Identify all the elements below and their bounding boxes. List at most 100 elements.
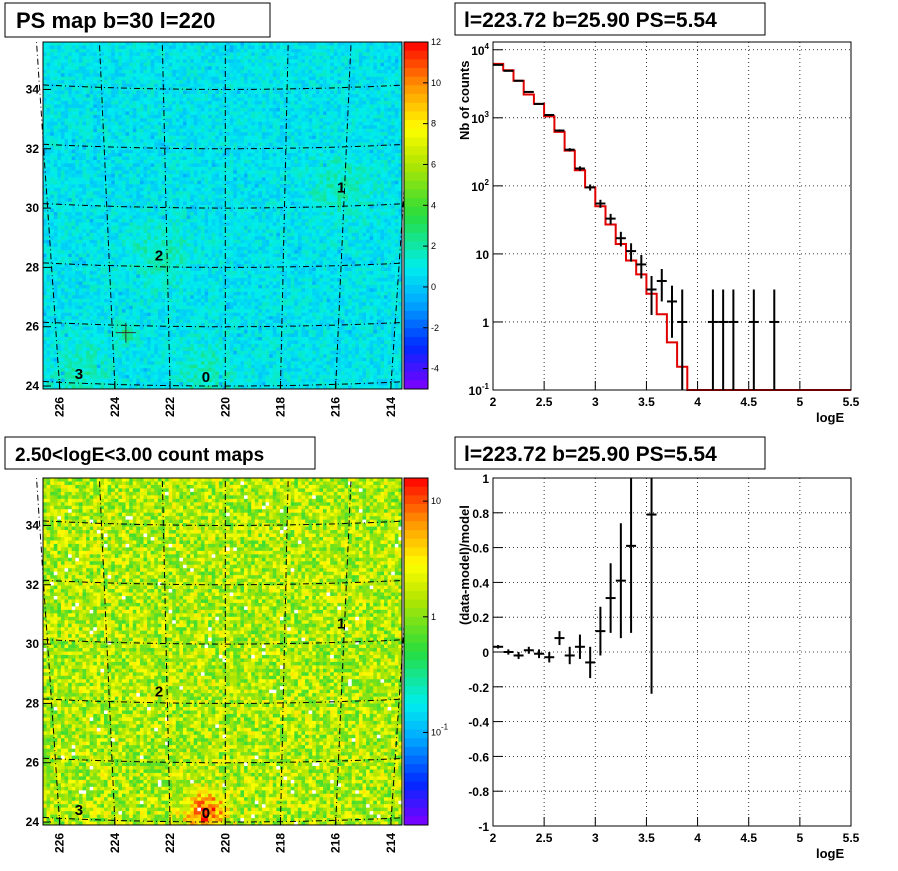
ps-map-cell <box>118 260 123 265</box>
ps-map-cell <box>71 274 76 279</box>
ps-map-cell <box>68 350 73 355</box>
ps-map-cell <box>53 187 58 192</box>
ps-map-cell <box>211 208 216 213</box>
ps-map-cell <box>89 80 94 84</box>
ps-map-cell <box>75 326 80 331</box>
ps-map-cell <box>121 222 126 227</box>
ps-map-cell <box>104 135 108 140</box>
ps-map-cell <box>50 194 55 199</box>
ps-map-cell <box>121 277 126 282</box>
ps-map-cell <box>71 222 76 227</box>
ps-map-cell <box>200 277 205 282</box>
ps-map-cell <box>208 229 213 234</box>
ps-map-cell <box>107 281 112 286</box>
ps-map-cell <box>125 107 130 112</box>
ps-map-cell <box>186 382 191 386</box>
ps-map-cell <box>78 149 83 154</box>
ps-map-cell <box>60 184 65 189</box>
ps-map-cell <box>183 298 187 303</box>
ps-map-cell <box>93 361 98 366</box>
ps-map-cell <box>197 139 202 143</box>
ps-map-cell <box>75 357 80 362</box>
ps-map-cell <box>60 378 65 383</box>
ps-map-cell <box>64 350 69 355</box>
ps-map-cell <box>150 267 155 272</box>
ps-map-cell <box>211 215 216 220</box>
ps-map-cell <box>86 340 90 345</box>
ps-map-cell <box>107 215 112 220</box>
ps-map-cell <box>60 309 65 313</box>
ps-map-cell <box>57 170 62 175</box>
ps-map-cell <box>165 87 169 91</box>
ps-map-cell <box>190 142 195 147</box>
ps-map-cell <box>96 180 101 185</box>
ps-map-cell <box>186 146 191 150</box>
ps-map-cell <box>136 260 141 265</box>
ps-map-cell <box>60 173 65 178</box>
ps-map-cell <box>175 281 180 286</box>
ps-map-cell <box>154 319 159 324</box>
ps-map-cell <box>172 159 177 164</box>
ps-map-cell <box>143 153 148 157</box>
ps-map-cell <box>132 361 137 366</box>
ps-map-cell <box>208 191 213 195</box>
ps-map-cell <box>93 118 98 123</box>
ps-map-cell <box>89 218 94 223</box>
ps-map-cell <box>129 100 134 105</box>
ps-map-cell <box>200 257 205 261</box>
ps-map-cell <box>218 319 223 324</box>
ps-map-cell <box>104 69 108 74</box>
ps-map-cell <box>183 153 187 157</box>
ps-map-cell <box>57 128 62 133</box>
ps-map-cell <box>43 198 47 202</box>
ps-map-cell <box>111 194 116 199</box>
ps-map-cell <box>197 173 202 178</box>
ps-map-cell <box>46 284 51 289</box>
ps-map-cell <box>111 312 116 317</box>
ps-map-cell <box>161 291 166 296</box>
ps-map-cell <box>143 104 148 109</box>
ps-map-cell <box>165 62 169 67</box>
ps-map-cell <box>82 378 87 383</box>
ps-map-cell <box>125 229 130 234</box>
ps-map-cell <box>190 336 195 341</box>
ps-map-cell <box>165 364 169 369</box>
ps-map-cell <box>96 232 101 237</box>
ps-map-cell <box>114 208 119 213</box>
ps-map-cell <box>197 208 202 213</box>
ps-map-cell <box>211 156 216 161</box>
ps-map-cell <box>43 100 47 105</box>
ps-map-cell <box>218 229 223 234</box>
ps-map-cell <box>179 236 184 241</box>
ps-map-cell <box>132 316 137 320</box>
ps-map-cell <box>78 257 83 261</box>
ps-map-cell <box>43 118 47 123</box>
ps-map-cell <box>78 208 83 213</box>
ps-map-cell <box>93 302 98 307</box>
ps-map-cell <box>104 236 108 241</box>
ps-map-cell <box>50 94 55 98</box>
ps-map-cell <box>147 385 151 390</box>
ps-map-cell <box>50 128 55 133</box>
ps-map-cell <box>132 232 137 237</box>
ps-map-cell <box>60 288 65 293</box>
ps-map-cell <box>218 111 223 116</box>
ps-map-cell <box>186 274 191 279</box>
ps-map-cell <box>204 153 209 157</box>
ps-map-cell <box>114 267 119 272</box>
ps-map-cell <box>172 225 177 230</box>
ps-map-cell <box>154 111 159 116</box>
ps-map-cell <box>132 274 137 279</box>
ps-map-cell <box>50 166 55 171</box>
ps-map-cell <box>64 42 69 46</box>
ps-map-cell <box>86 94 90 98</box>
ps-map-cell <box>57 76 62 81</box>
ps-map-cell <box>60 239 65 244</box>
ps-map-cell <box>154 159 159 164</box>
ps-map-cell <box>218 118 223 123</box>
ps-map-cell <box>208 305 213 310</box>
ps-map-cell <box>172 191 177 195</box>
ps-map-cell <box>208 121 213 126</box>
ps-map-cell <box>200 264 205 268</box>
ps-map-cell <box>50 73 55 77</box>
